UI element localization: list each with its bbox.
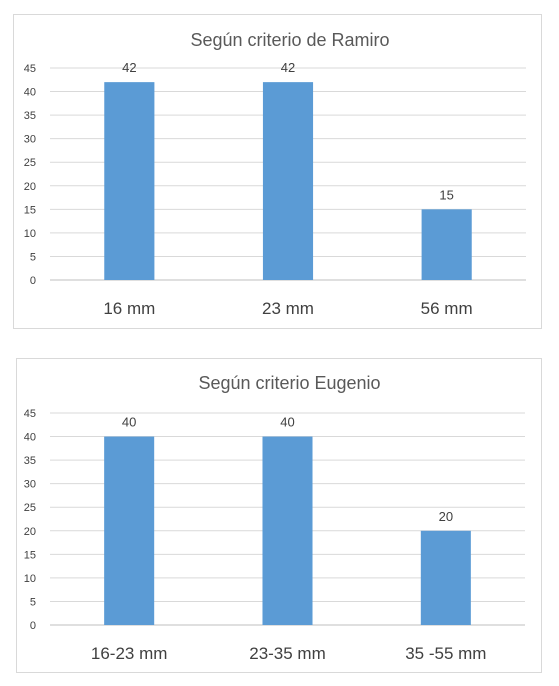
chart-0-category-label: 56 mm — [421, 299, 473, 318]
chart-1-ytick-label: 40 — [24, 432, 36, 444]
chart-0-data-label: 42 — [281, 60, 295, 75]
chart-0-ytick-label: 30 — [24, 134, 36, 146]
chart-1-ytick-label: 5 — [30, 596, 36, 608]
chart-1-bar — [420, 530, 471, 625]
chart-1-ytick-label: 10 — [24, 573, 36, 585]
chart-1-data-label: 40 — [280, 415, 294, 430]
chart-1-ytick-label: 20 — [24, 526, 36, 538]
chart-1-category-label: 23-35 mm — [249, 644, 326, 663]
chart-0-data-label: 15 — [439, 187, 453, 202]
chart-0-bar — [421, 209, 472, 280]
chart-0-ytick-label: 5 — [30, 251, 36, 263]
chart-1-bar — [104, 436, 155, 625]
chart-1-ytick-label: 15 — [24, 549, 36, 561]
chart-1-data-label: 40 — [122, 415, 136, 430]
chart-0-ytick-label: 40 — [24, 87, 36, 99]
chart-1-bar — [262, 436, 313, 625]
chart-0-ytick-label: 15 — [24, 204, 36, 216]
chart-1-category-label: 35 -55 mm — [405, 644, 486, 663]
chart-0-ytick-label: 25 — [24, 157, 36, 169]
chart-1-category-label: 16-23 mm — [91, 644, 168, 663]
chart-0-bar — [104, 82, 155, 280]
chart-1-data-label: 20 — [439, 509, 453, 524]
chart-0-ytick-label: 20 — [24, 181, 36, 193]
chart-1-ytick-label: 45 — [24, 408, 36, 420]
chart-0-ytick-label: 45 — [24, 63, 36, 75]
chart-1-ytick-label: 0 — [30, 620, 36, 632]
chart-ramiro: Según criterio de Ramiro 0 5 10 15 20 25 30 35 40… — [13, 14, 542, 329]
chart-0-category-label: 16 mm — [103, 299, 155, 318]
chart-0-ytick-label: 0 — [30, 275, 36, 287]
chart-0-ytick-label: 10 — [24, 228, 36, 240]
chart-1-ytick-label: 25 — [24, 502, 36, 514]
chart-0-data-label: 42 — [122, 60, 136, 75]
chart-1-title: Según criterio Eugenio — [198, 373, 380, 393]
chart-0-title: Según criterio de Ramiro — [190, 30, 389, 50]
chart-1-ytick-label: 35 — [24, 455, 36, 467]
chart-ramiro-svg: Según criterio de Ramiro 0 5 10 15 20 25 30 35 40… — [24, 30, 526, 318]
chart-0-category-label: 23 mm — [262, 299, 314, 318]
chart-0-bar — [262, 82, 314, 280]
chart-1-ytick-label: 30 — [24, 479, 36, 491]
chart-eugenio: Según criterio Eugenio 0 5 10 15 20 25 30 35 40 45… — [16, 358, 542, 673]
chart-0-ytick-label: 35 — [24, 110, 36, 122]
chart-eugenio-svg: Según criterio Eugenio 0 5 10 15 20 25 30 35 40 45… — [24, 373, 525, 663]
